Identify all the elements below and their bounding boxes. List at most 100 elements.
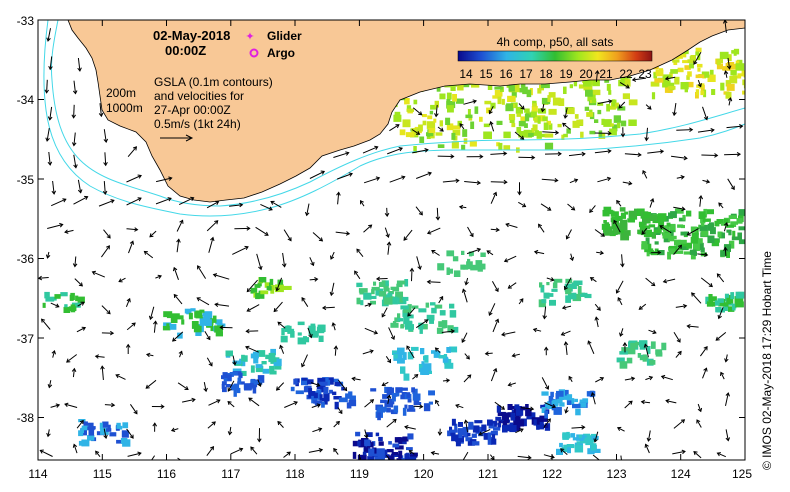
y-tick-label: -36 (17, 252, 35, 266)
velocity-arrow (301, 297, 309, 307)
velocity-arrow (170, 427, 179, 432)
sst-pixel (403, 306, 412, 313)
sst-pixel (603, 119, 612, 127)
sst-pixel (425, 302, 430, 308)
sst-pixel (223, 378, 228, 382)
velocity-arrow (229, 202, 244, 208)
sst-pixel (641, 244, 648, 250)
sst-pixel (364, 443, 371, 447)
sst-pixel (205, 319, 212, 326)
velocity-arrow (686, 228, 699, 236)
sst-pixel (572, 403, 581, 409)
sst-pixel (538, 299, 546, 308)
sst-pixel (649, 250, 654, 255)
velocity-arrow (563, 107, 568, 119)
sst-pixel (738, 239, 745, 245)
velocity-arrow (560, 330, 571, 336)
sst-pixel (716, 219, 724, 225)
sst-pixel (680, 243, 688, 247)
sst-pixel (44, 291, 50, 299)
velocity-arrow (232, 245, 249, 255)
sst-pixel (392, 287, 400, 292)
sst-pixel (396, 458, 402, 460)
velocity-arrow (514, 131, 525, 140)
sst-pixel (266, 286, 272, 290)
plot-frame (37, 19, 746, 461)
sst-pixel (591, 89, 601, 96)
velocity-arrow (118, 277, 126, 283)
sst-pixel (556, 448, 563, 455)
sst-pixel (495, 416, 502, 421)
sst-pixel (383, 449, 388, 457)
sst-pixel (524, 113, 530, 122)
sst-pixel (404, 98, 410, 105)
sst-pixel (518, 131, 527, 138)
sst-pixel (566, 128, 571, 134)
velocity-arrow (478, 428, 491, 436)
sst-pixel (725, 91, 732, 99)
sst-pixel (624, 79, 631, 87)
sst-pixel (592, 79, 600, 87)
sst-pixel (709, 69, 714, 75)
sst-pixel (655, 69, 664, 77)
velocity-arrow (727, 178, 735, 191)
sst-pixel (587, 94, 596, 102)
sst-pixel (393, 353, 403, 361)
sst-pixel (559, 402, 565, 407)
velocity-arrow (407, 307, 416, 317)
sst-pixel (541, 391, 549, 396)
sst-pixel (699, 225, 708, 232)
velocity-arrow (568, 151, 586, 157)
velocity-arrow (155, 176, 173, 183)
sst-pixel (349, 395, 356, 400)
sst-pixel (230, 384, 240, 391)
sst-pixel (70, 304, 76, 313)
sst-pixel (565, 389, 569, 396)
sst-pixel (650, 251, 658, 256)
sst-pixel (250, 287, 258, 294)
sst-pixel (651, 231, 656, 239)
sst-pixel (543, 122, 549, 130)
sst-pixel (574, 114, 579, 119)
sst-pixel (51, 296, 57, 301)
velocity-arrow (230, 447, 244, 455)
sst-pixel (701, 222, 705, 227)
velocity-arrow (333, 151, 350, 158)
sst-pixel (545, 402, 552, 408)
colorbar-tick: 22 (619, 67, 633, 81)
sst-pixel (689, 63, 694, 69)
sst-pixel (611, 216, 619, 223)
sst-pixel (611, 99, 617, 103)
sst-pixel (286, 325, 290, 331)
sst-pixel (551, 288, 558, 292)
sst-pixel (620, 212, 626, 219)
sst-pixel (723, 218, 729, 224)
sst-pixel (666, 222, 671, 227)
sst-pixel (393, 405, 399, 413)
sst-pixel (378, 441, 384, 446)
velocity-arrow (676, 175, 685, 180)
velocity-arrow (151, 404, 165, 409)
sst-pixel (585, 89, 593, 97)
sst-pixel (169, 323, 177, 330)
velocity-arrow (219, 325, 233, 330)
velocity-arrow (664, 76, 676, 81)
velocity-arrow (38, 275, 49, 281)
velocity-arrow (649, 198, 655, 208)
velocity-arrow (641, 227, 648, 235)
isobath-200m-label: 200m (106, 86, 136, 100)
sst-pixel (548, 395, 554, 401)
sst-pixel (497, 411, 506, 416)
sst-pixel (722, 66, 728, 71)
sst-pixel (658, 220, 665, 228)
velocity-arrow (700, 277, 713, 288)
sst-pixel (468, 421, 474, 430)
sst-pixel (392, 443, 400, 448)
velocity-arrow (408, 450, 415, 455)
sst-pixel (403, 373, 410, 381)
velocity-arrow (103, 428, 108, 440)
sst-pixel (523, 129, 531, 136)
sst-pixel (677, 239, 687, 244)
sst-pixel (695, 74, 705, 79)
velocity-arrow (279, 344, 285, 354)
